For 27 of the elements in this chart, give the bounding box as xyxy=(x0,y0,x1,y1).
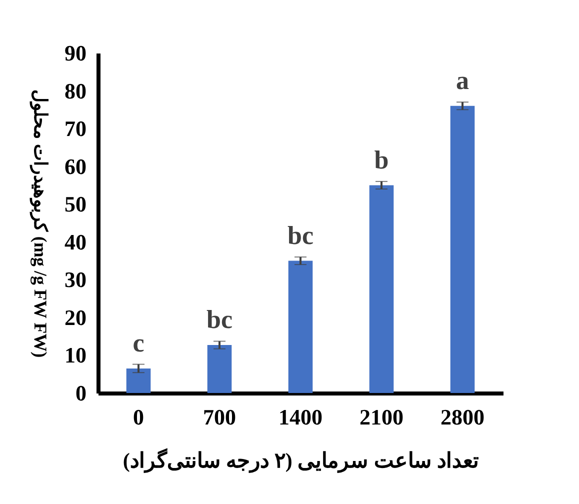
y-tick-label: 90 xyxy=(64,40,86,66)
annotation: bc xyxy=(206,305,232,334)
y-tick-label: 50 xyxy=(64,192,86,217)
x-tick-label: 1400 xyxy=(278,404,322,430)
x-tick-label: 700 xyxy=(203,404,236,430)
x-tick-label: 2800 xyxy=(440,404,484,430)
y-axis-title: کربوهیدرات محلول (mg /g FW FW) xyxy=(30,89,50,358)
y-tick-label: 80 xyxy=(64,78,86,104)
y-tick-label: 20 xyxy=(64,304,86,330)
y-tick-label: 30 xyxy=(64,267,86,292)
annotation: b xyxy=(374,145,389,174)
x-tick-label: 2100 xyxy=(360,404,404,430)
y-tick-label: 0 xyxy=(76,380,86,406)
y-tick-label: 70 xyxy=(64,116,86,142)
annotation: a xyxy=(456,66,469,96)
y-tick-label: 40 xyxy=(64,229,86,254)
bar xyxy=(369,185,394,393)
x-axis-title: تعداد ساعت سرمایی (۲ درجه سانتی‌گراد) xyxy=(122,448,480,474)
y-tick-label: 60 xyxy=(64,154,86,179)
x-tick-label: 0 xyxy=(133,404,144,430)
bar xyxy=(207,345,232,393)
annotation: bc xyxy=(288,221,314,250)
annotation: c xyxy=(132,328,144,358)
bar xyxy=(126,368,151,393)
bar xyxy=(288,260,313,393)
y-tick-label: 10 xyxy=(64,342,86,368)
bar xyxy=(450,106,475,393)
